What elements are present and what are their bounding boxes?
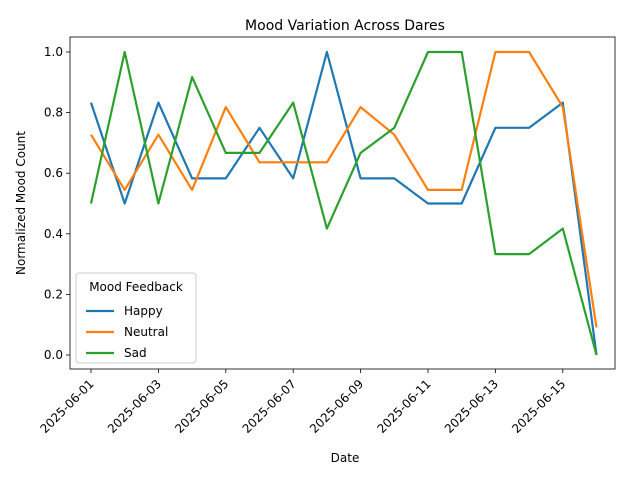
y-tick-label: 0.6 (44, 166, 63, 180)
legend-label-neutral: Neutral (124, 325, 168, 339)
legend-box (75, 272, 197, 364)
series-layer (89, 50, 598, 356)
series-line-neutral (90, 50, 598, 328)
series-line-sad (89, 50, 598, 356)
y-axis-title: Normalized Mood Count (14, 131, 28, 275)
legend-label-sad: Sad (124, 346, 147, 360)
legend: Mood Feedback Happy Neutral Sad (75, 272, 197, 364)
legend-title: Mood Feedback (89, 280, 183, 294)
y-tick-label: 0.4 (44, 227, 63, 241)
chart-title: Mood Variation Across Dares (245, 18, 445, 34)
y-tick-label: 1.0 (44, 45, 63, 59)
plot-frame (69, 36, 616, 370)
legend-label-happy: Happy (124, 304, 163, 318)
y-tick-label: 0.0 (44, 348, 63, 362)
y-tick-label: 0.8 (44, 106, 63, 120)
y-tick-label: 0.2 (44, 287, 63, 301)
x-axis-title: Date (331, 451, 360, 465)
